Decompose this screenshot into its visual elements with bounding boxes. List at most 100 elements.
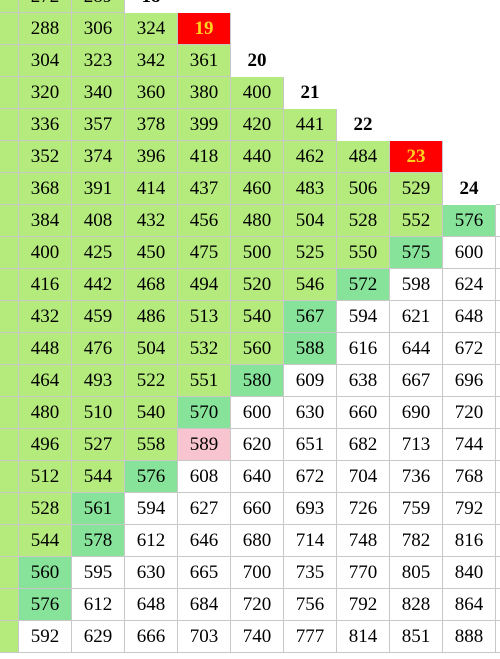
grid-cell: 0	[0, 460, 19, 493]
grid-cell: 9	[495, 620, 500, 653]
grid-cell: 888	[442, 620, 496, 653]
grid-row: 035237439641844046248423	[0, 140, 500, 173]
grid-cell: 680	[230, 524, 284, 557]
grid-cell: 621	[389, 300, 443, 333]
grid-cell: 0	[0, 524, 19, 557]
grid-row: 0384408432456480504528552576	[0, 204, 500, 237]
highlight-cell: 578	[71, 524, 125, 557]
grid-cell: 840	[442, 556, 496, 589]
grid-cell: 672	[442, 332, 496, 365]
grid-cell: 340	[71, 76, 125, 109]
grid-cell: 496	[18, 428, 72, 461]
grid-cell: 464	[18, 364, 72, 397]
grid-row: 05125445766086406727047367688	[0, 460, 500, 493]
grid-cell: 441	[283, 108, 337, 141]
grid-cell: 486	[124, 300, 178, 333]
diagonal-header-cell: 22	[336, 108, 390, 141]
grid-cell: 459	[71, 300, 125, 333]
diagonal-header-cell: 19	[177, 12, 231, 45]
empty-cell	[283, 12, 337, 45]
diagonal-header-cell: 20	[230, 44, 284, 77]
grid-cell: 520	[230, 268, 284, 301]
grid-cell: 700	[230, 556, 284, 589]
empty-cell	[336, 76, 390, 109]
grid-cell: 672	[283, 460, 337, 493]
grid-cell: 648	[124, 588, 178, 621]
empty-cell	[283, 44, 337, 77]
grid-cell: 384	[18, 204, 72, 237]
grid-cell: 8	[495, 556, 500, 589]
grid-cell: 442	[71, 268, 125, 301]
highlight-cell: 572	[336, 268, 390, 301]
grid-cell: 805	[389, 556, 443, 589]
grid-cell: 550	[336, 236, 390, 269]
grid-cell: 525	[283, 236, 337, 269]
grid-cell: 595	[71, 556, 125, 589]
grid-cell: 792	[336, 588, 390, 621]
grid-cell: 638	[336, 364, 390, 397]
grid-cell: 644	[389, 332, 443, 365]
grid-cell: 684	[177, 588, 231, 621]
grid-cell: 324	[124, 12, 178, 45]
grid-row: 530432334236120	[0, 44, 500, 77]
grid-cell: 504	[124, 332, 178, 365]
grid-cell: 851	[389, 620, 443, 653]
grid-cell: 510	[71, 396, 125, 429]
empty-cell	[336, 12, 390, 45]
grid-row: 04484765045325605886166446727	[0, 332, 500, 365]
grid-cell: 609	[283, 364, 337, 397]
grid-cell: 5	[0, 556, 19, 589]
grid-cell: 667	[389, 364, 443, 397]
grid-cell: 506	[336, 172, 390, 205]
highlight-cell: 561	[71, 492, 125, 525]
grid-cell: 612	[71, 588, 125, 621]
grid-cell: 416	[18, 268, 72, 301]
grid-row: 54004254504755005255505756006	[0, 236, 500, 269]
grid-cell: 504	[283, 204, 337, 237]
grid-cell: 522	[124, 364, 178, 397]
grid-row: 55285615946276606937267597928	[0, 492, 500, 525]
grid-cell: 432	[124, 204, 178, 237]
grid-cell: 5	[0, 0, 19, 13]
grid-cell: 396	[124, 140, 178, 173]
grid-cell: 696	[442, 364, 496, 397]
grid-cell: 528	[336, 204, 390, 237]
grid-cell: 612	[124, 524, 178, 557]
empty-cell	[442, 0, 496, 13]
diagonal-header-cell: 24	[442, 172, 496, 205]
grid-cell: 8	[495, 524, 500, 557]
grid-cell: 768	[442, 460, 496, 493]
highlight-cell: 588	[283, 332, 337, 365]
grid-cell: 483	[283, 172, 337, 205]
grid-cell: 630	[124, 556, 178, 589]
grid-cell: 651	[283, 428, 337, 461]
grid-cell: 864	[442, 588, 496, 621]
grid-cell: 594	[124, 492, 178, 525]
grid-cell: 374	[71, 140, 125, 173]
grid-cell: 740	[230, 620, 284, 653]
grid-cell: 6	[495, 300, 500, 333]
grid-row: 04164424684945205465725986246	[0, 268, 500, 301]
pink-highlight-cell: 589	[177, 428, 231, 461]
grid-cell: 5	[0, 172, 19, 205]
grid-cell: 378	[124, 108, 178, 141]
grid-cell: 5	[0, 300, 19, 333]
empty-cell	[442, 140, 496, 173]
highlight-cell: 560	[18, 556, 72, 589]
grid-cell: 450	[124, 236, 178, 269]
grid-cell: 448	[18, 332, 72, 365]
grid-row: 536839141443746048350652924	[0, 172, 500, 205]
grid-cell: 5	[0, 620, 19, 653]
grid-row: 04805105405706006306606907207	[0, 396, 500, 429]
grid-cell: 5	[0, 44, 19, 77]
grid-cell: 0	[0, 588, 19, 621]
grid-cell: 792	[442, 492, 496, 525]
empty-cell	[230, 12, 284, 45]
grid-cell: 400	[18, 236, 72, 269]
grid-cell: 391	[71, 172, 125, 205]
grid-cell: 598	[389, 268, 443, 301]
grid-cell: 306	[71, 12, 125, 45]
